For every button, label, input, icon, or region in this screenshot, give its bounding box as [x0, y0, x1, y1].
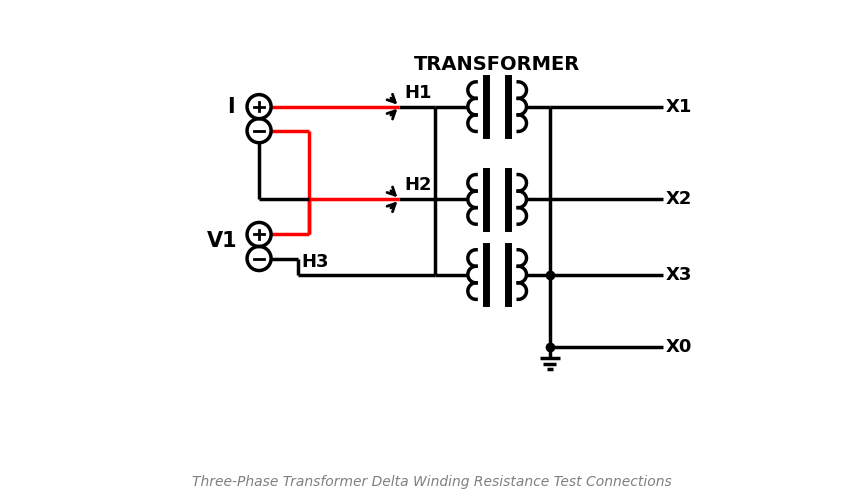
Text: H3: H3	[302, 253, 329, 271]
Text: H2: H2	[404, 176, 432, 195]
Text: X2: X2	[666, 191, 692, 208]
Text: X3: X3	[666, 266, 692, 284]
Text: Three-Phase Transformer Delta Winding Resistance Test Connections: Three-Phase Transformer Delta Winding Re…	[192, 475, 672, 488]
Text: I: I	[226, 97, 234, 116]
Text: V1: V1	[207, 231, 238, 251]
Text: TRANSFORMER: TRANSFORMER	[414, 54, 581, 74]
Text: X0: X0	[666, 338, 692, 356]
Text: X1: X1	[666, 98, 692, 115]
Text: H1: H1	[404, 84, 432, 102]
